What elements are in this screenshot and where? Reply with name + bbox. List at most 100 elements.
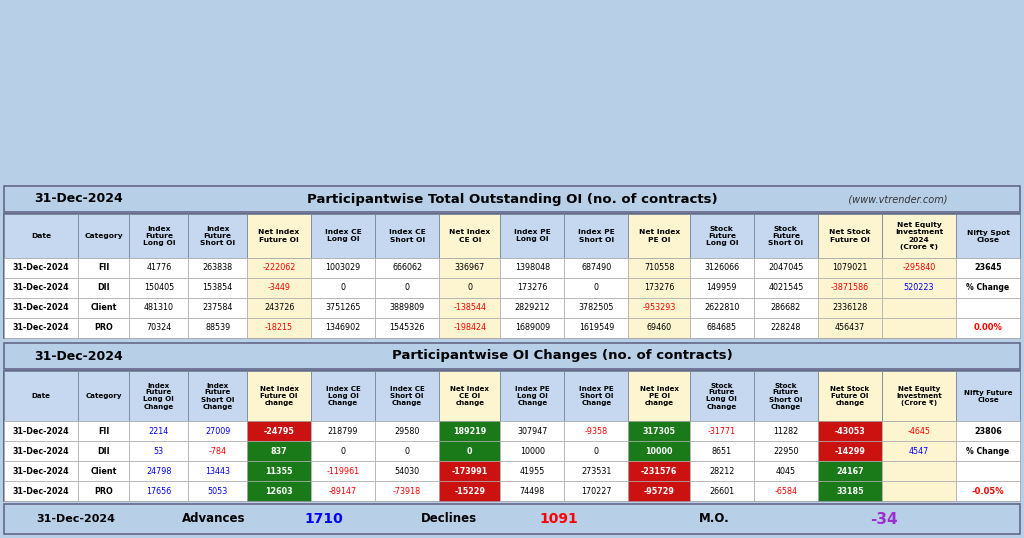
Text: PRO: PRO [94,486,114,495]
Text: 12603: 12603 [265,486,293,495]
Bar [247,258,311,278]
Bar [754,298,818,318]
Text: 3126066: 3126066 [705,264,739,273]
Text: 0: 0 [467,284,472,293]
Bar [375,318,439,338]
Bar [690,461,754,481]
Text: 23806: 23806 [974,427,1001,435]
Bar [564,461,629,481]
Text: 70324: 70324 [146,323,171,332]
Text: Net Stock
Future OI: Net Stock Future OI [829,230,870,243]
Bar [439,461,501,481]
Bar [439,441,501,461]
Bar [188,214,247,258]
Text: 0: 0 [404,284,410,293]
Bar [78,278,129,298]
Text: 3751265: 3751265 [326,303,360,313]
Bar [629,441,690,461]
Bar [4,258,78,278]
Bar [501,421,564,441]
Bar [754,371,818,421]
Bar [311,371,375,421]
Bar [247,318,311,338]
Text: -18215: -18215 [265,323,293,332]
Bar [311,318,375,338]
Text: 31-Dec-2024: 31-Dec-2024 [12,264,70,273]
Text: 228248: 228248 [771,323,801,332]
Bar [882,298,956,318]
Text: Client: Client [90,303,117,313]
Text: Stock
Future
Short OI
Change: Stock Future Short OI Change [769,383,803,409]
Text: DII: DII [97,447,111,456]
Bar [690,298,754,318]
Text: Index
Future
Long OI
Change: Index Future Long OI Change [143,383,174,409]
Text: Advances: Advances [182,513,246,526]
Text: 456437: 456437 [835,323,865,332]
Text: 189219: 189219 [454,427,486,435]
Text: 31-Dec-2024: 31-Dec-2024 [12,284,70,293]
Bar [629,298,690,318]
Text: 710558: 710558 [644,264,675,273]
Text: -295840: -295840 [902,264,936,273]
Text: 31-Dec-2024: 31-Dec-2024 [35,350,123,363]
Bar [311,278,375,298]
Bar [247,481,311,501]
Text: -24795: -24795 [263,427,295,435]
Text: 1689009: 1689009 [515,323,550,332]
Text: 31-Dec-2024: 31-Dec-2024 [12,486,70,495]
Bar [188,481,247,501]
Text: 41776: 41776 [146,264,171,273]
Text: 0: 0 [341,447,345,456]
Bar [439,258,501,278]
Bar [501,461,564,481]
Text: 10000: 10000 [520,447,545,456]
Bar [4,343,1020,369]
Text: 317305: 317305 [643,427,676,435]
Bar [882,258,956,278]
Text: 837: 837 [270,447,288,456]
Text: 286682: 286682 [771,303,801,313]
Text: -14299: -14299 [835,447,865,456]
Bar [690,371,754,421]
Text: 31-Dec-2024: 31-Dec-2024 [12,303,70,313]
Bar [129,298,188,318]
Bar [311,481,375,501]
Text: Index CE
Short OI: Index CE Short OI [389,230,425,243]
Text: Index PE
Short OI
Change: Index PE Short OI Change [580,386,613,406]
Bar [629,278,690,298]
Bar [311,461,375,481]
Text: 263838: 263838 [203,264,232,273]
Bar [4,461,78,481]
Text: Index
Future
Short OI: Index Future Short OI [200,226,236,246]
Text: 3782505: 3782505 [579,303,614,313]
Text: 17656: 17656 [146,486,171,495]
Text: 0: 0 [341,284,345,293]
Text: 5053: 5053 [208,486,227,495]
Bar [956,481,1020,501]
Text: 0: 0 [467,447,472,456]
Text: -31771: -31771 [708,427,736,435]
Bar [375,258,439,278]
Text: 10000: 10000 [645,447,673,456]
Bar [188,461,247,481]
Bar [956,258,1020,278]
Bar [129,461,188,481]
Text: -222062: -222062 [262,264,296,273]
Bar [375,214,439,258]
Text: Participantwise OI Changes (no. of contracts): Participantwise OI Changes (no. of contr… [392,350,733,363]
Bar [956,298,1020,318]
Bar [818,214,882,258]
Bar [754,481,818,501]
Text: FII: FII [98,264,110,273]
Text: Participantwise Total Outstanding OI (no. of contracts): Participantwise Total Outstanding OI (no… [306,193,718,206]
Bar [690,318,754,338]
Bar [564,441,629,461]
Text: 237584: 237584 [203,303,232,313]
Text: 2622810: 2622810 [705,303,739,313]
Text: Stock
Future
Long OI
Change: Stock Future Long OI Change [707,383,737,409]
Bar [690,421,754,441]
Text: Stock
Future
Long OI: Stock Future Long OI [706,226,738,246]
Text: 31-Dec-2024: 31-Dec-2024 [12,427,70,435]
Text: -89147: -89147 [329,486,357,495]
Text: 520223: 520223 [903,284,934,293]
